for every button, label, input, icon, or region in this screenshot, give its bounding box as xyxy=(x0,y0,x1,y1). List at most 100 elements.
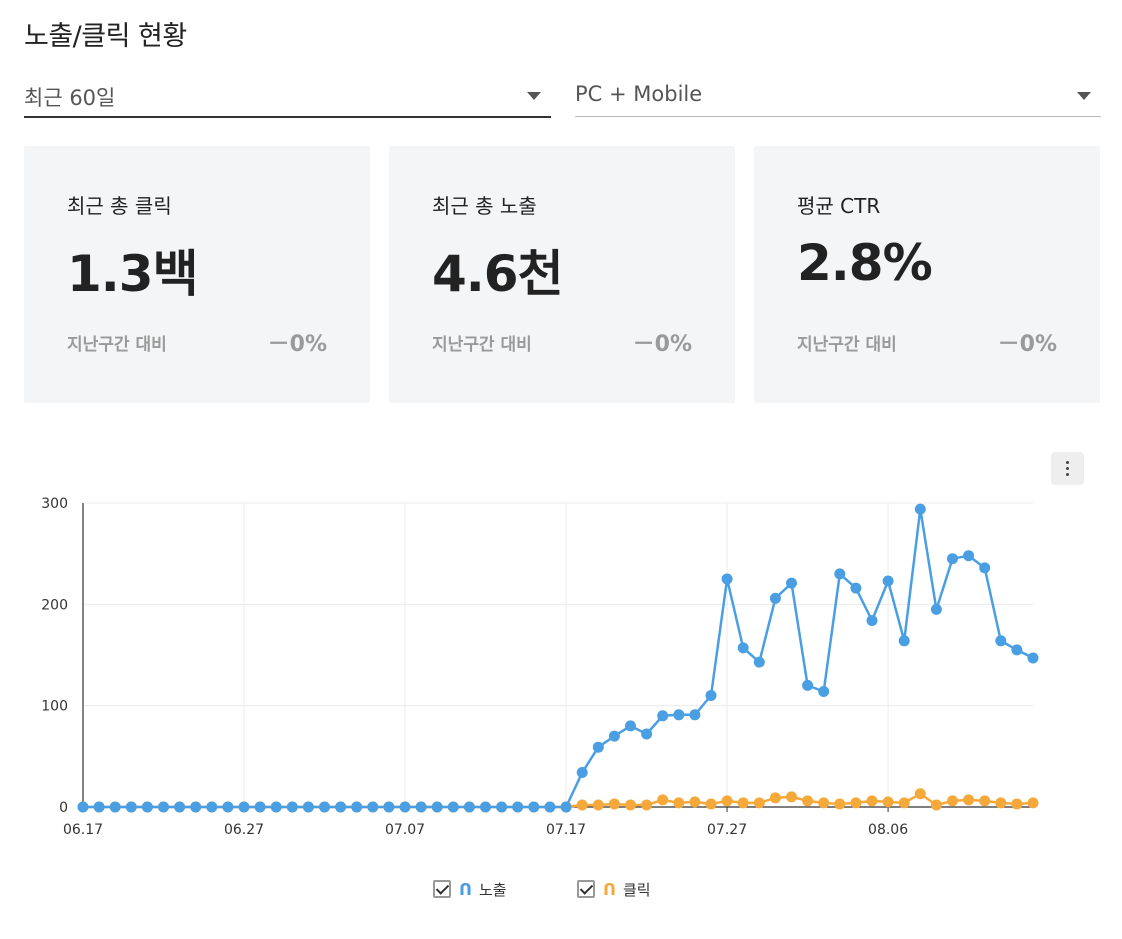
data-point-clicks xyxy=(963,794,975,806)
x-tick-label: 07.27 xyxy=(707,822,747,838)
data-point-clicks xyxy=(866,795,878,807)
data-point-impressions xyxy=(415,801,427,813)
data-point-impressions xyxy=(673,709,685,721)
data-point-impressions xyxy=(512,801,524,813)
data-point-impressions xyxy=(560,801,572,813)
card-total-impressions: 최근 총 노출 4.6천 지난구간 대비 －0% xyxy=(389,146,735,403)
data-point-impressions xyxy=(834,568,846,580)
data-point-impressions xyxy=(786,577,797,589)
data-point-clicks xyxy=(625,799,636,811)
data-point-clicks xyxy=(786,791,797,803)
data-point-clicks xyxy=(608,798,620,810)
legend-item-impressions[interactable]: ᑎ 노출 xyxy=(433,876,507,902)
checkbox-checked-icon[interactable] xyxy=(577,880,595,898)
data-point-impressions xyxy=(431,801,443,813)
page-title: 노출/클릭 현황 xyxy=(24,21,187,52)
data-point-impressions xyxy=(608,730,620,742)
data-point-clicks xyxy=(689,796,701,808)
data-point-impressions xyxy=(721,573,733,585)
data-point-impressions xyxy=(592,741,604,753)
data-point-clicks xyxy=(753,797,765,809)
caret-down-icon xyxy=(1077,92,1091,100)
data-point-impressions xyxy=(753,656,765,668)
more-vertical-icon xyxy=(1066,473,1069,476)
x-tick-label: 08.06 xyxy=(868,822,908,838)
data-point-impressions xyxy=(930,603,942,615)
data-point-clicks xyxy=(914,788,926,800)
y-tick-label: 0 xyxy=(59,800,68,816)
data-point-clicks xyxy=(930,799,942,811)
y-tick-label: 300 xyxy=(41,496,68,512)
data-point-clicks xyxy=(818,797,830,809)
y-tick-label: 100 xyxy=(41,699,68,715)
data-point-impressions xyxy=(222,801,234,813)
device-select[interactable]: PC + Mobile xyxy=(575,74,1101,117)
data-point-impressions xyxy=(351,801,363,813)
data-point-impressions xyxy=(190,801,202,813)
data-point-impressions xyxy=(496,801,508,813)
data-point-impressions xyxy=(286,801,298,813)
data-point-impressions xyxy=(238,801,250,813)
data-point-impressions xyxy=(995,635,1007,647)
data-point-impressions xyxy=(769,592,781,604)
data-point-clicks xyxy=(947,795,958,807)
y-tick-label: 200 xyxy=(41,597,68,613)
data-point-clicks xyxy=(882,796,894,808)
card-label: 평균 CTR xyxy=(797,194,881,218)
data-point-impressions xyxy=(335,801,347,813)
data-point-impressions xyxy=(657,710,669,722)
data-point-impressions xyxy=(641,728,653,740)
data-point-impressions xyxy=(383,801,395,813)
card-compare-label: 지난구간 대비 xyxy=(797,335,897,355)
data-point-impressions xyxy=(480,801,491,813)
data-point-impressions xyxy=(77,801,89,813)
more-vertical-icon xyxy=(1066,467,1069,470)
data-point-clicks xyxy=(1027,797,1039,809)
data-point-impressions xyxy=(979,562,991,574)
data-point-impressions xyxy=(705,690,717,701)
data-point-impressions xyxy=(206,801,218,813)
data-point-impressions xyxy=(576,767,588,778)
card-total-clicks: 최근 총 클릭 1.3백 지난구간 대비 －0% xyxy=(24,146,370,403)
data-point-impressions xyxy=(319,801,330,813)
card-compare-value: －0% xyxy=(632,332,692,357)
period-select[interactable]: 최근 60일 xyxy=(24,74,551,118)
data-point-clicks xyxy=(979,795,991,807)
legend-item-clicks[interactable]: ᑎ 클릭 xyxy=(577,876,651,902)
data-point-impressions xyxy=(254,801,266,813)
data-point-impressions xyxy=(1011,644,1023,656)
card-compare-value: －0% xyxy=(997,332,1057,357)
data-point-impressions xyxy=(270,801,282,813)
data-point-impressions xyxy=(737,642,749,654)
data-point-clicks xyxy=(705,798,717,810)
card-value: 2.8% xyxy=(797,234,933,292)
data-point-impressions xyxy=(625,720,636,732)
card-value: 1.3백 xyxy=(67,245,199,303)
data-point-impressions xyxy=(882,575,894,587)
series-line-impressions xyxy=(83,507,1034,809)
data-point-impressions xyxy=(866,615,878,626)
data-point-impressions xyxy=(689,709,701,721)
data-point-impressions xyxy=(947,553,958,565)
data-point-impressions xyxy=(818,686,830,697)
more-vertical-icon xyxy=(1066,461,1069,464)
data-point-impressions xyxy=(528,801,540,813)
data-point-clicks xyxy=(769,792,781,804)
data-point-clicks xyxy=(834,798,846,810)
data-point-clicks xyxy=(995,797,1007,809)
data-point-clicks xyxy=(592,799,604,811)
x-tick-label: 06.17 xyxy=(63,822,103,838)
data-point-clicks xyxy=(721,795,733,807)
data-point-clicks xyxy=(898,797,910,809)
checkbox-checked-icon[interactable] xyxy=(433,880,451,898)
period-select-value: 최근 60일 xyxy=(24,86,116,110)
data-point-impressions xyxy=(109,801,121,813)
data-point-clicks xyxy=(850,797,862,809)
data-point-impressions xyxy=(399,801,411,813)
card-label: 최근 총 노출 xyxy=(432,194,537,218)
data-point-impressions xyxy=(174,801,186,813)
chart-menu-button[interactable] xyxy=(1051,452,1084,485)
x-tick-label: 07.17 xyxy=(546,822,586,838)
x-tick-label: 06.27 xyxy=(224,822,264,838)
series-swatch-icon: ᑎ xyxy=(603,879,616,899)
